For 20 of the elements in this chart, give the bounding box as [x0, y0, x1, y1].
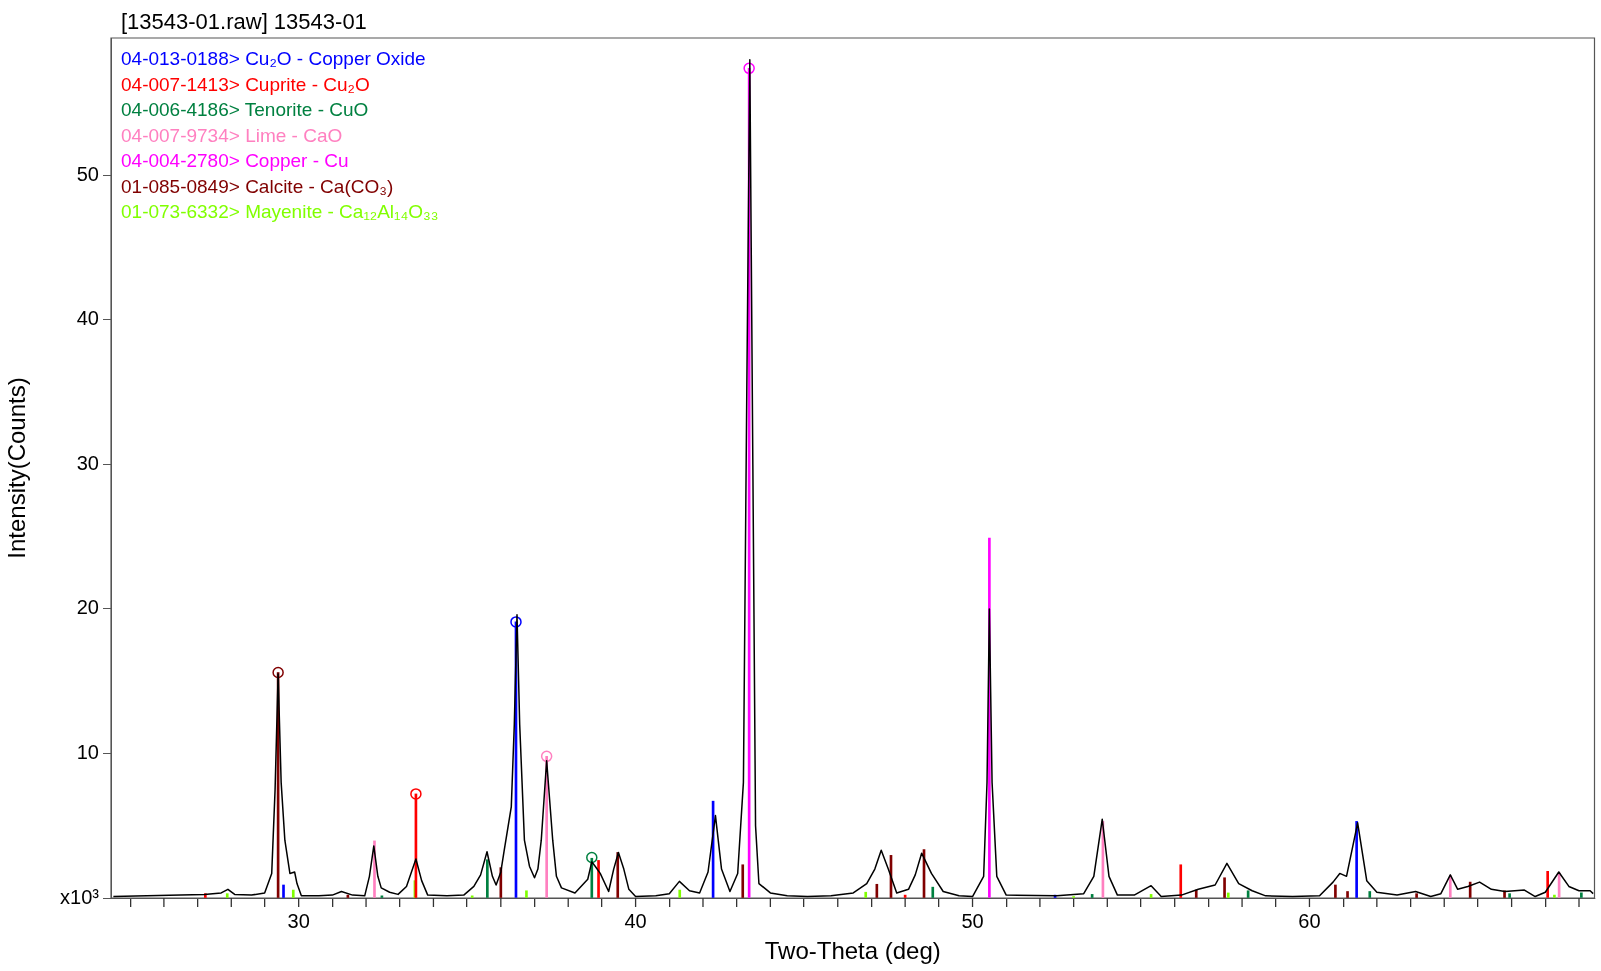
y-tick-label: 20 [76, 596, 99, 619]
x-tick-label: 30 [287, 909, 310, 932]
x-tick-label: 60 [1298, 909, 1321, 932]
x-tick-label: 50 [961, 909, 984, 932]
y-tick-label: 10 [76, 740, 99, 763]
text: 04-006-4186> Tenorite - CuO [121, 99, 369, 121]
text: 04-013-0188> Cu₂O - Copper Oxide [121, 48, 426, 70]
y-tick-label: 30 [76, 451, 99, 474]
text: 01-073-6332> Mayenite - Ca₁₂Al₁₄O₃₃ [121, 201, 439, 223]
text: 04-007-9734> Lime - CaO [121, 124, 343, 146]
text: 01-085-0849> Calcite - Ca(CO₃) [121, 175, 394, 197]
text: 04-007-1413> Cuprite - Cu₂O [121, 73, 370, 95]
y-tick-label: 40 [76, 307, 99, 330]
y-tick-label: 50 [76, 162, 99, 185]
chart-title: [13543-01.raw] 13543-01 [121, 9, 367, 35]
y-axis-title: Intensity(Counts) [3, 377, 31, 559]
x-tick-label: 40 [624, 909, 647, 932]
y-tick-label: x10³ [60, 885, 100, 908]
x-axis-title: Two-Theta (deg) [764, 937, 941, 965]
text: 04-004-2780> Copper - Cu [121, 150, 349, 172]
